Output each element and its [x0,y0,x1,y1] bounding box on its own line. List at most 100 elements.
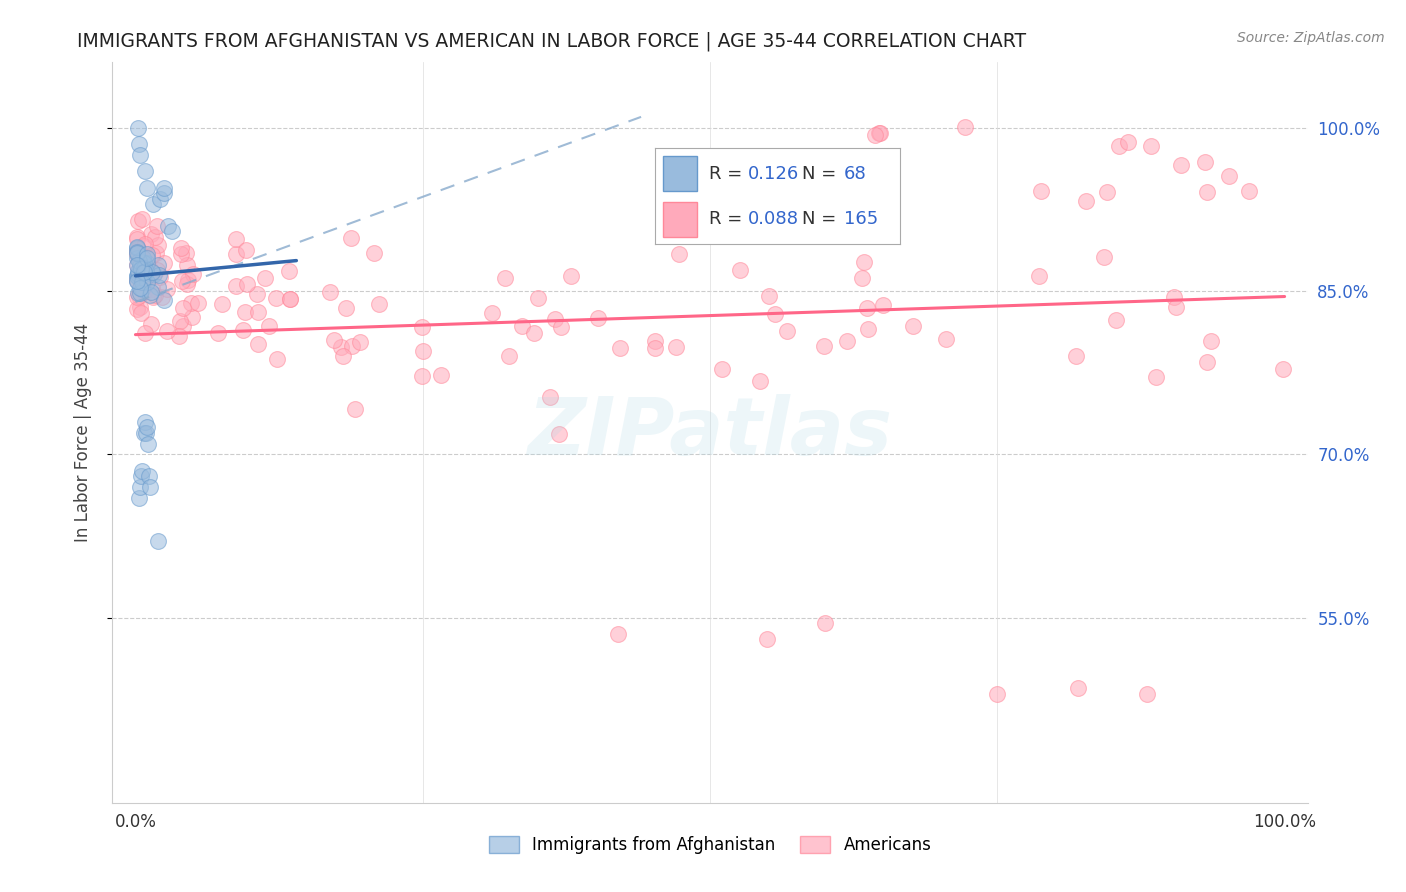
Point [153,180,176,194]
Point [141,317,163,331]
Point [236,277,259,291]
Point [125,273,148,287]
Point [132,285,155,299]
Point [131,271,153,285]
Point [776,324,799,338]
Point [132,254,155,268]
Point [132,238,155,252]
Point [1194,155,1216,169]
Point [247,337,270,351]
Point [136,180,159,194]
Point [1092,251,1115,265]
Point [246,305,269,319]
Point [266,351,288,366]
Point [146,237,169,252]
Point [129,148,152,162]
Point [129,262,152,277]
Point [153,256,176,270]
Point [340,338,363,352]
Point [668,247,690,261]
Point [138,288,160,302]
Point [125,258,148,272]
Text: R =: R = [709,165,748,183]
Point [1116,135,1139,149]
Point [142,268,165,283]
Point [135,256,157,270]
Point [1164,300,1187,314]
Point [153,293,176,308]
Point [1195,354,1218,368]
Point [523,326,546,341]
Point [349,334,371,349]
Point [763,307,786,321]
Point [607,627,630,641]
Point [156,282,179,296]
Point [835,334,858,348]
Point [609,341,631,355]
Point [134,260,156,275]
Point [125,240,148,254]
Point [814,616,837,631]
Point [1237,184,1260,198]
Point [134,415,156,429]
Point [135,251,157,265]
Point [148,534,170,549]
Point [125,274,148,288]
Point [335,301,357,316]
Point [1140,139,1163,153]
Point [125,268,148,283]
Point [141,227,163,241]
Point [187,295,209,310]
Point [131,282,153,296]
Point [211,296,233,310]
Point [138,469,160,483]
Point [128,288,150,302]
Point [176,277,198,291]
Point [125,274,148,288]
Point [548,426,571,441]
Point [868,126,890,140]
Point [170,247,193,261]
Point [319,285,342,300]
Point [125,245,148,260]
Point [127,258,149,272]
Point [1271,362,1294,376]
Point [146,219,169,233]
Point [343,402,366,417]
Point [588,311,610,326]
Point [132,265,155,279]
Point [550,319,572,334]
Point [1136,687,1159,701]
Point [134,267,156,281]
Point [141,248,163,262]
Point [134,237,156,252]
Y-axis label: In Labor Force | Age 35-44: In Labor Force | Age 35-44 [73,323,91,542]
Point [145,287,167,301]
Point [125,231,148,245]
Point [644,334,666,348]
Point [277,264,299,278]
Point [132,425,155,440]
Point [129,261,152,276]
Point [665,340,688,354]
Point [758,289,780,303]
Point [1144,370,1167,384]
Point [953,120,976,134]
Point [127,268,149,282]
Text: 68: 68 [844,165,866,183]
Point [131,212,153,227]
Point [225,247,247,261]
Point [207,326,229,341]
Point [225,279,247,293]
Point [143,230,166,244]
Point [142,290,165,304]
Point [125,251,148,265]
Point [527,291,550,305]
Point [135,275,157,289]
Point [146,280,169,294]
Point [1064,349,1087,363]
Text: 0.126: 0.126 [748,165,800,183]
Point [170,241,193,255]
Point [129,281,152,295]
Point [129,306,152,320]
